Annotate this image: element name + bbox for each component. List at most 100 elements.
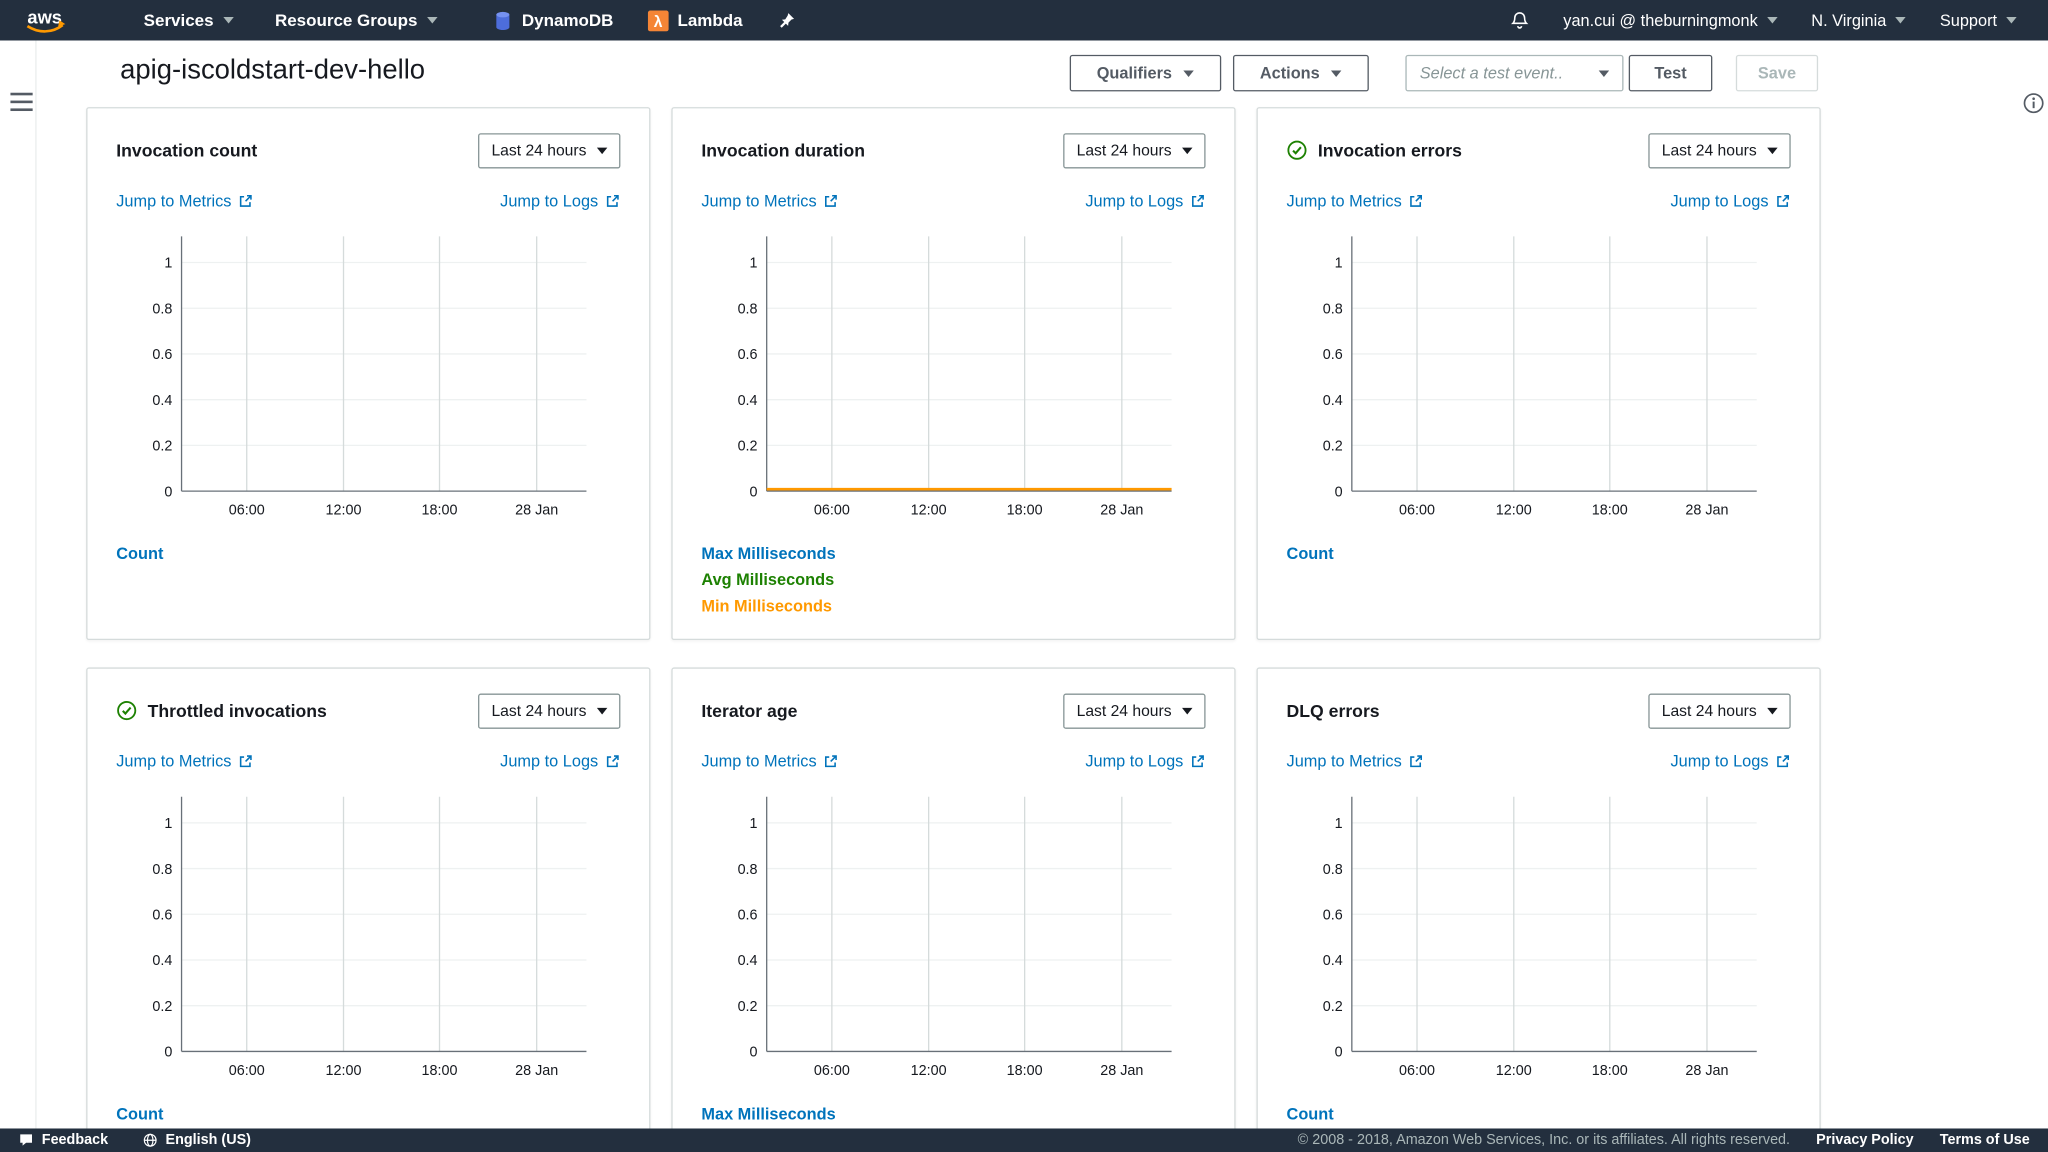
card-head: Iterator age Last 24 hours [701,692,1206,729]
chevron-down-icon [1183,69,1195,77]
nav-lambda-label: Lambda [677,10,743,31]
jump-to-logs-link[interactable]: Jump to Logs [1085,752,1205,771]
jump-to-metrics-link[interactable]: Jump to Metrics [701,192,838,210]
jump-to-metrics-link[interactable]: Jump to Metrics [701,752,838,771]
jump-to-logs-link[interactable]: Jump to Logs [500,192,620,210]
jump-to-metrics-link[interactable]: Jump to Metrics [116,752,253,771]
footer: Feedback English (US) © 2008 - 2018, Ama… [0,1128,2048,1152]
chevron-down-icon [1767,146,1778,154]
legend-item: Max Milliseconds [701,1104,836,1124]
links-row: Jump to Metrics Jump to Logs [701,752,1205,771]
jump-to-logs-link[interactable]: Jump to Logs [1670,192,1790,210]
jump-to-logs-label: Jump to Logs [1085,752,1184,771]
region-menu[interactable]: N. Virginia [1811,11,1906,29]
ok-check-icon [1287,140,1308,161]
time-range-dropdown[interactable]: Last 24 hours [1648,132,1791,168]
support-menu[interactable]: Support [1940,11,2017,29]
info-icon[interactable] [2023,93,2044,114]
jump-to-metrics-link[interactable]: Jump to Metrics [116,192,253,210]
aws-logo-icon: aws [26,6,66,33]
save-label: Save [1757,63,1797,83]
aws-logo[interactable]: aws [21,6,71,35]
svg-text:12:00: 12:00 [1496,503,1532,519]
svg-text:1: 1 [164,256,172,272]
svg-text:0.4: 0.4 [1323,393,1343,409]
svg-text:06:00: 06:00 [229,503,265,519]
chart-legend: Count [116,545,620,563]
svg-text:0.6: 0.6 [152,347,172,363]
nav-shortcut-dynamodb[interactable]: DynamoDB [492,10,613,31]
notifications-bell-icon[interactable] [1510,10,1530,30]
svg-text:18:00: 18:00 [1592,1063,1628,1079]
svg-text:06:00: 06:00 [1399,1063,1435,1079]
jump-to-metrics-link[interactable]: Jump to Metrics [1287,192,1424,210]
account-menu[interactable]: yan.cui @ theburningmonk [1563,11,1778,29]
jump-to-logs-link[interactable]: Jump to Logs [1670,752,1790,771]
terms-of-use-link[interactable]: Terms of Use [1939,1132,2030,1149]
card-title: DLQ errors [1286,700,1380,721]
jump-to-metrics-label: Jump to Metrics [116,752,232,771]
time-range-dropdown[interactable]: Last 24 hours [1063,692,1206,729]
svg-text:28 Jan: 28 Jan [1685,1063,1728,1079]
jump-to-logs-link[interactable]: Jump to Logs [1085,192,1205,210]
feedback-label: Feedback [41,1132,109,1149]
card-title: Iterator age [701,700,798,721]
card-head: Throttled invocations Last 24 hours [116,692,621,729]
external-link-icon [1777,755,1790,768]
external-link-icon [1410,194,1423,207]
jump-to-metrics-link[interactable]: Jump to Metrics [1287,752,1424,771]
time-range-label: Last 24 hours [491,141,587,160]
time-range-dropdown[interactable]: Last 24 hours [1063,132,1206,168]
jump-to-logs-label: Jump to Logs [1670,191,1769,211]
svg-text:28 Jan: 28 Jan [1685,503,1728,519]
qualifiers-button[interactable]: Qualifiers [1069,54,1222,92]
nav-shortcut-lambda[interactable]: λ Lambda [647,9,743,31]
svg-text:1: 1 [1335,256,1343,272]
time-range-dropdown[interactable]: Last 24 hours [478,132,621,168]
svg-text:28 Jan: 28 Jan [515,1063,558,1079]
svg-text:1: 1 [1335,816,1343,832]
pin-icon[interactable] [777,11,795,29]
feedback-button[interactable]: Feedback [18,1132,108,1148]
actions-button[interactable]: Actions [1232,54,1369,92]
test-label: Test [1654,63,1687,83]
save-button[interactable]: Save [1735,54,1819,92]
chevron-down-icon [1182,707,1193,714]
menu-icon[interactable] [10,92,33,112]
test-button[interactable]: Test [1628,54,1713,92]
lambda-icon: λ [647,9,669,31]
svg-text:18:00: 18:00 [422,503,458,519]
svg-text:0.4: 0.4 [738,393,758,409]
external-link-icon [606,194,619,207]
external-link-icon [1192,194,1204,207]
metric-card: Invocation count Last 24 hours Jump to M… [86,107,651,640]
jump-to-metrics-label: Jump to Metrics [701,191,817,211]
test-event-select[interactable]: Select a test event.. [1405,54,1624,92]
card-head: DLQ errors Last 24 hours [1287,692,1791,729]
svg-text:06:00: 06:00 [229,1063,265,1079]
svg-text:0: 0 [1335,1045,1343,1061]
legend-item: Max Milliseconds [701,544,836,563]
top-nav: aws Services Resource Groups [0,0,2048,41]
time-range-dropdown[interactable]: Last 24 hours [1648,692,1791,729]
card-title: Invocation count [116,140,258,160]
nav-left: aws Services Resource Groups [0,6,795,35]
svg-text:aws: aws [27,6,62,27]
svg-text:28 Jan: 28 Jan [515,503,558,519]
language-selector[interactable]: English (US) [142,1132,251,1148]
external-link-icon [1192,755,1204,768]
card-head: Invocation errors Last 24 hours [1287,132,1791,169]
jump-to-logs-link[interactable]: Jump to Logs [500,752,620,771]
legend-item: Min Milliseconds [701,596,833,616]
svg-text:12:00: 12:00 [1496,1063,1532,1079]
metric-card: Invocation duration Last 24 hours Jump t… [671,107,1236,640]
svg-text:0: 0 [164,484,172,500]
test-event-placeholder: Select a test event.. [1419,63,1564,83]
nav-services[interactable]: Services [144,10,234,30]
time-range-dropdown[interactable]: Last 24 hours [478,692,621,729]
jump-to-logs-label: Jump to Logs [1670,752,1769,771]
svg-text:18:00: 18:00 [422,1063,458,1079]
chart-legend: Max Milliseconds Avg Milliseconds Min Mill… [701,545,1205,616]
privacy-policy-link[interactable]: Privacy Policy [1816,1132,1914,1149]
nav-resource-groups[interactable]: Resource Groups [275,10,438,30]
